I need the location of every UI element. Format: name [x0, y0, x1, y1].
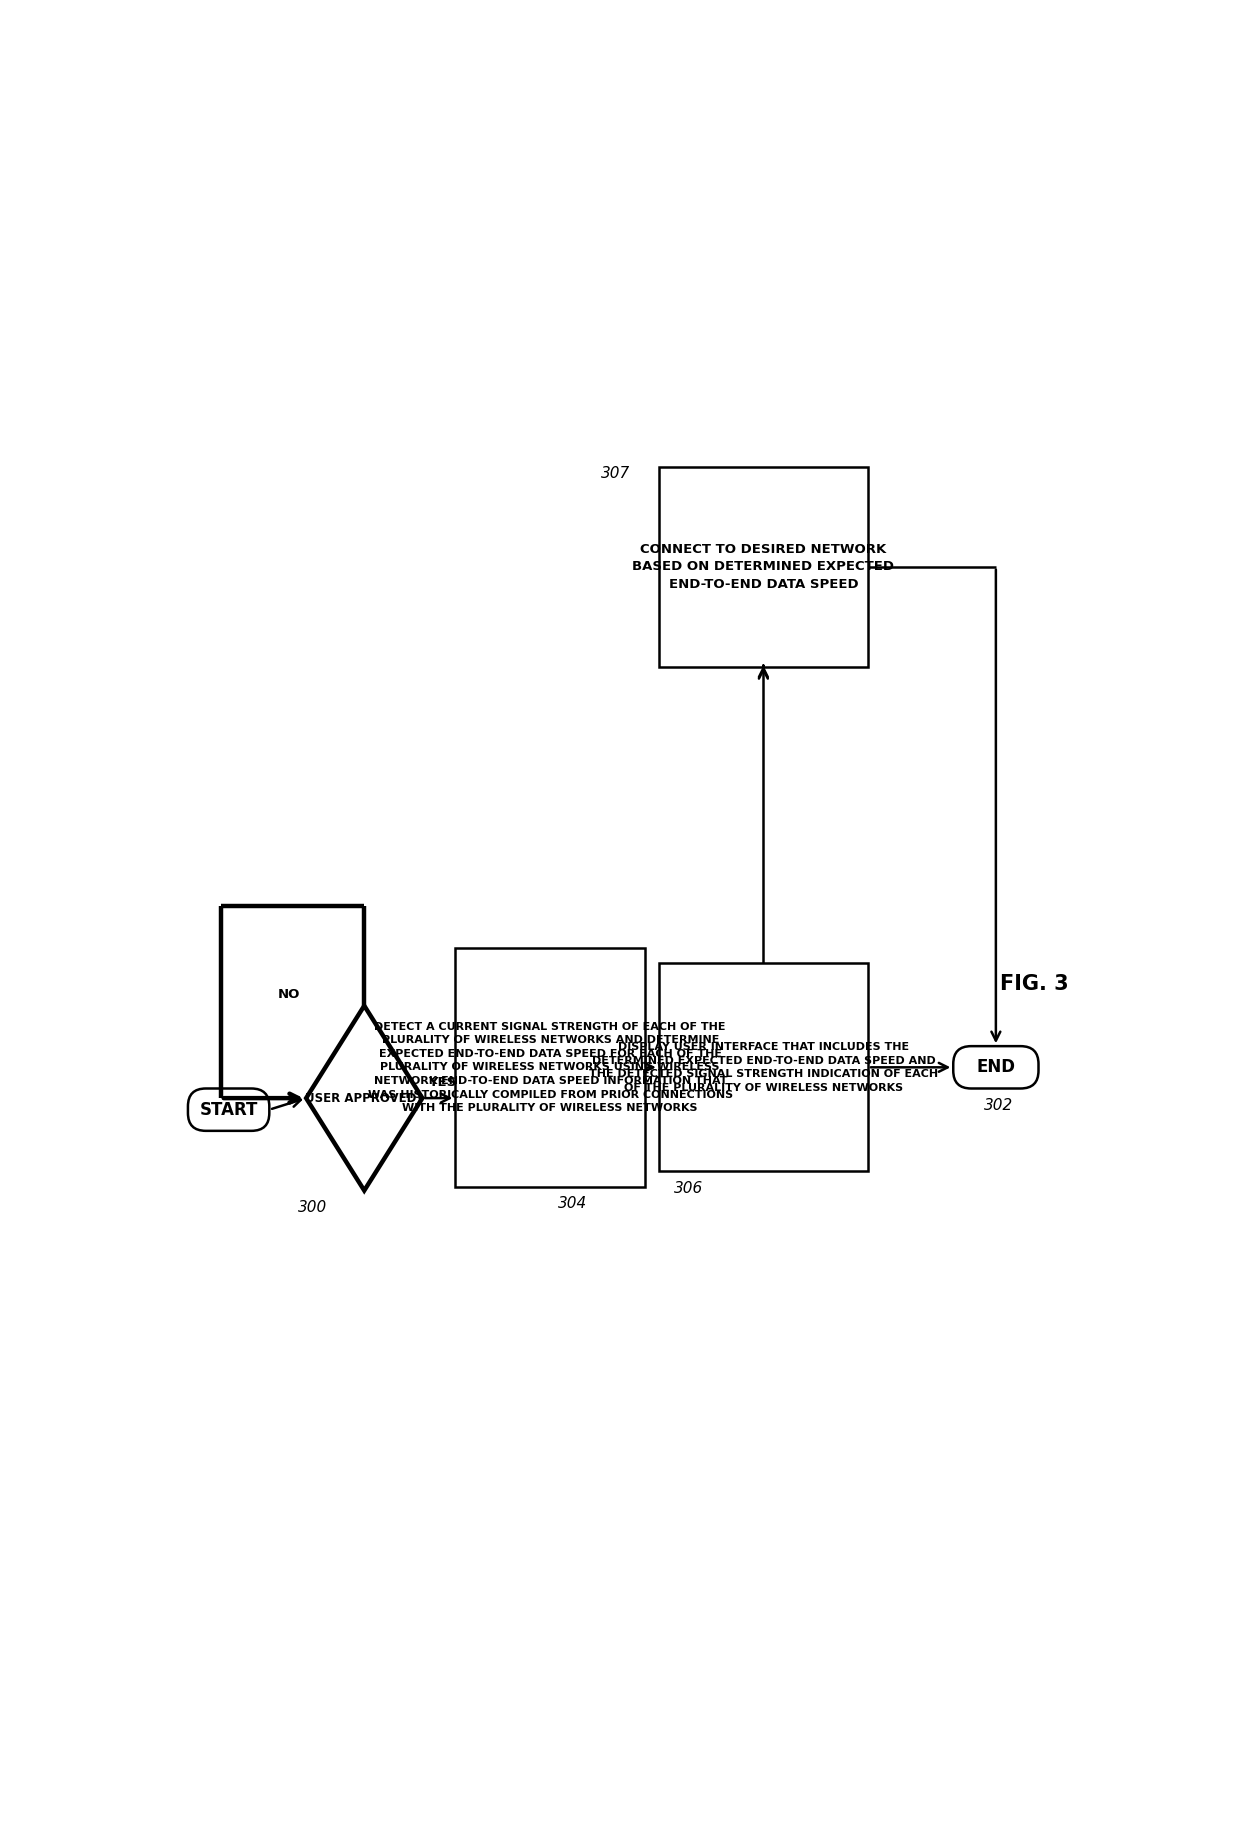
- Text: START: START: [200, 1100, 258, 1118]
- Text: DETECT A CURRENT SIGNAL STRENGTH OF EACH OF THE
PLURALITY OF WIRELESS NETWORKS A: DETECT A CURRENT SIGNAL STRENGTH OF EACH…: [368, 1021, 733, 1113]
- Text: 306: 306: [675, 1181, 703, 1195]
- Text: 302: 302: [985, 1098, 1013, 1113]
- FancyBboxPatch shape: [188, 1089, 269, 1131]
- Text: 304: 304: [558, 1197, 588, 1212]
- Bar: [455, 947, 645, 1186]
- Text: YES: YES: [429, 1076, 456, 1089]
- FancyBboxPatch shape: [954, 1047, 1039, 1089]
- Text: FIG. 3: FIG. 3: [999, 975, 1069, 995]
- Text: NO: NO: [278, 988, 300, 1001]
- Text: 300: 300: [299, 1201, 327, 1215]
- Text: DISPLAY USER INTERFACE THAT INCLUDES THE
DETERMINED EXPECTED END-TO-END DATA SPE: DISPLAY USER INTERFACE THAT INCLUDES THE…: [589, 1041, 937, 1092]
- Text: 307: 307: [600, 466, 630, 481]
- Text: END: END: [976, 1058, 1016, 1076]
- Bar: [658, 964, 868, 1171]
- Bar: [658, 466, 868, 666]
- Text: CONNECT TO DESIRED NETWORK
BASED ON DETERMINED EXPECTED
END-TO-END DATA SPEED: CONNECT TO DESIRED NETWORK BASED ON DETE…: [632, 543, 894, 591]
- Polygon shape: [306, 1006, 423, 1190]
- Text: USER APPROVED?: USER APPROVED?: [305, 1092, 423, 1105]
